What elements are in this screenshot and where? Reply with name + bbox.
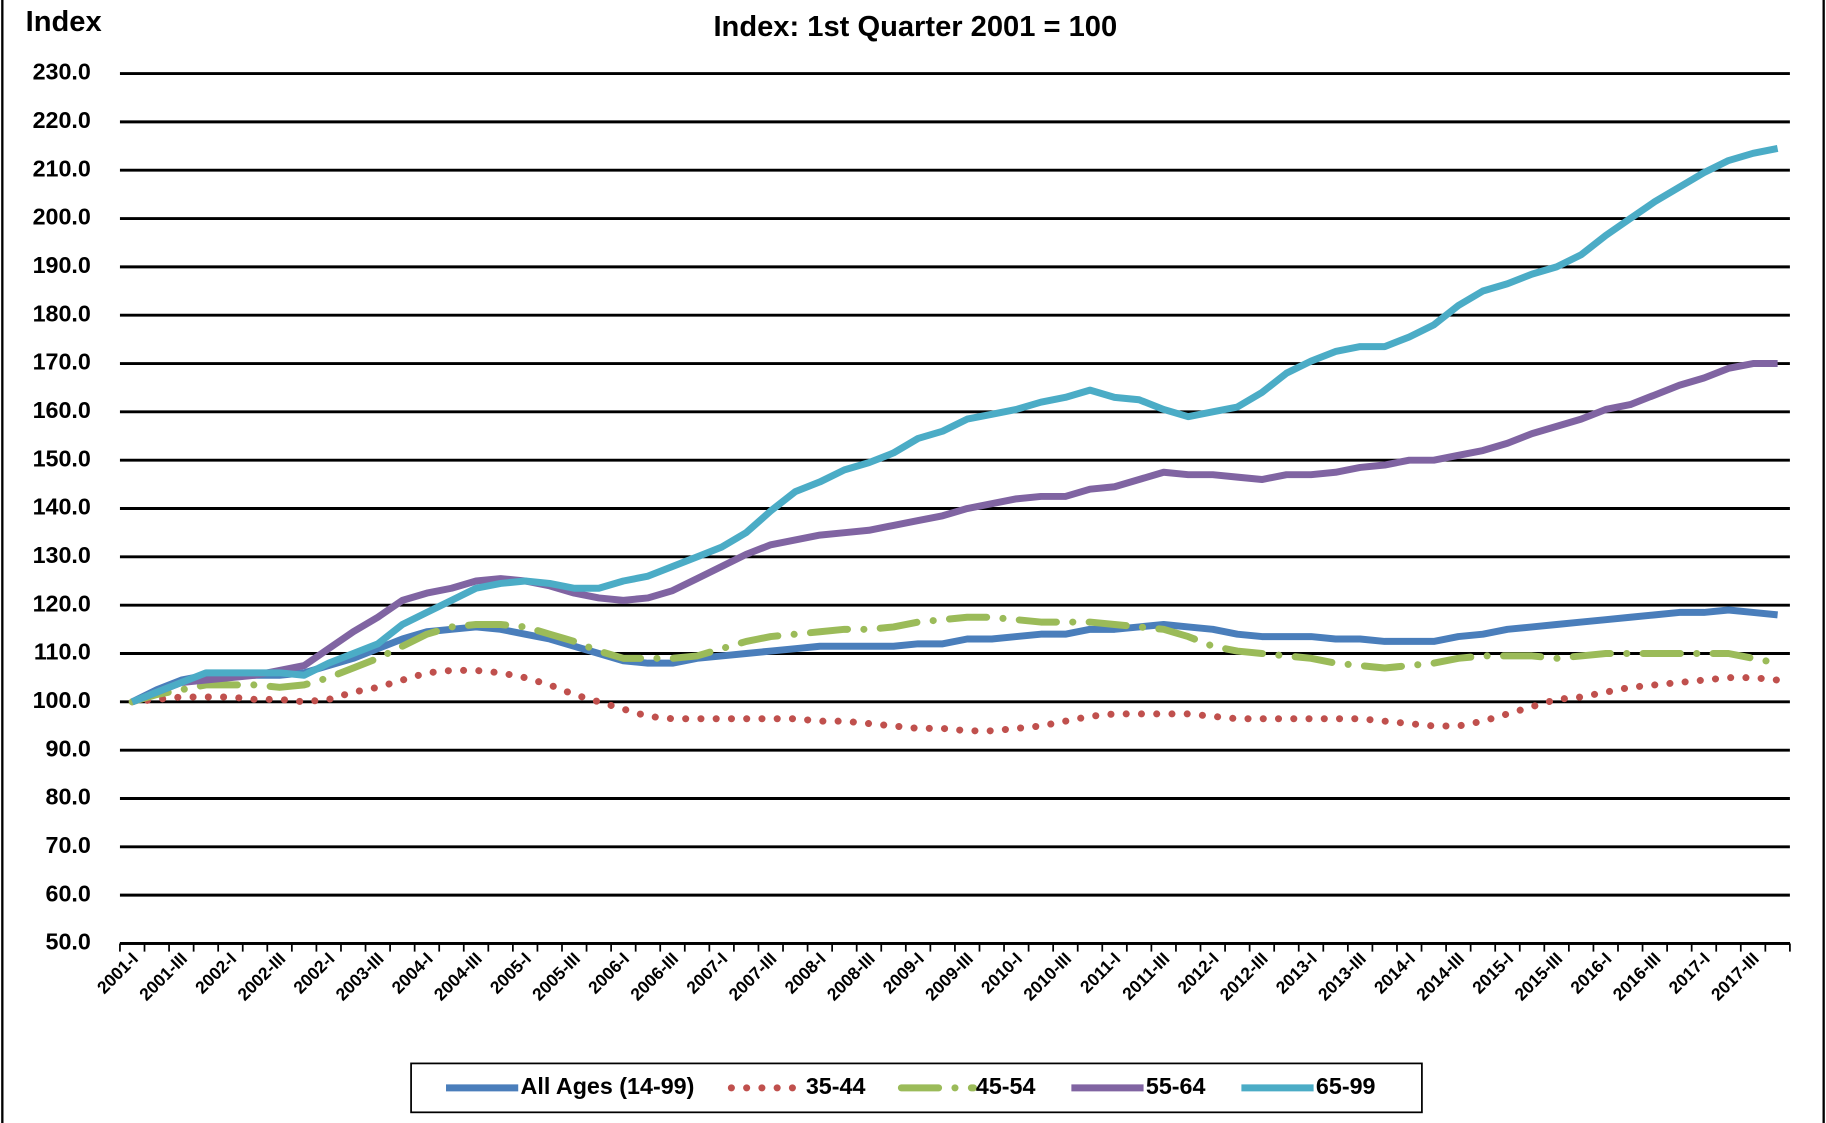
series-line	[130, 360, 1778, 706]
chart-title: Index: 1st Quarter 2001 = 100	[713, 11, 1117, 43]
y-tick-label: 190.0	[33, 252, 91, 278]
y-tick-label: 150.0	[33, 445, 91, 471]
y-tick-label: 50.0	[46, 929, 91, 955]
y-axis-label: Index	[26, 6, 102, 38]
y-tick-label: 90.0	[46, 735, 91, 761]
legend-label: 65-99	[1316, 1073, 1376, 1099]
y-tick-label: 230.0	[33, 59, 91, 85]
y-tick-label: 70.0	[46, 832, 91, 858]
y-tick-label: 220.0	[33, 107, 91, 133]
legend-label: All Ages (14-99)	[521, 1073, 695, 1099]
y-tick-label: 130.0	[33, 542, 91, 568]
y-tick-label: 210.0	[33, 155, 91, 181]
legend-label: 45-54	[976, 1073, 1036, 1099]
y-tick-label: 110.0	[34, 639, 91, 665]
series-line	[130, 145, 1779, 706]
series-line	[128, 613, 1782, 706]
y-tick-label: 180.0	[33, 300, 91, 326]
y-tick-label: 140.0	[33, 494, 91, 520]
series-line	[130, 606, 1778, 705]
y-tick-label: 80.0	[46, 784, 91, 810]
y-tick-label: 100.0	[33, 687, 91, 713]
legend-label: 55-64	[1146, 1073, 1206, 1099]
y-tick-label: 60.0	[46, 880, 91, 906]
y-tick-label: 160.0	[33, 397, 91, 423]
series-line	[128, 666, 1782, 735]
y-tick-label: 120.0	[33, 590, 91, 616]
y-tick-label: 200.0	[33, 204, 91, 230]
legend-label: 35-44	[806, 1073, 866, 1099]
y-tick-label: 170.0	[33, 349, 91, 375]
